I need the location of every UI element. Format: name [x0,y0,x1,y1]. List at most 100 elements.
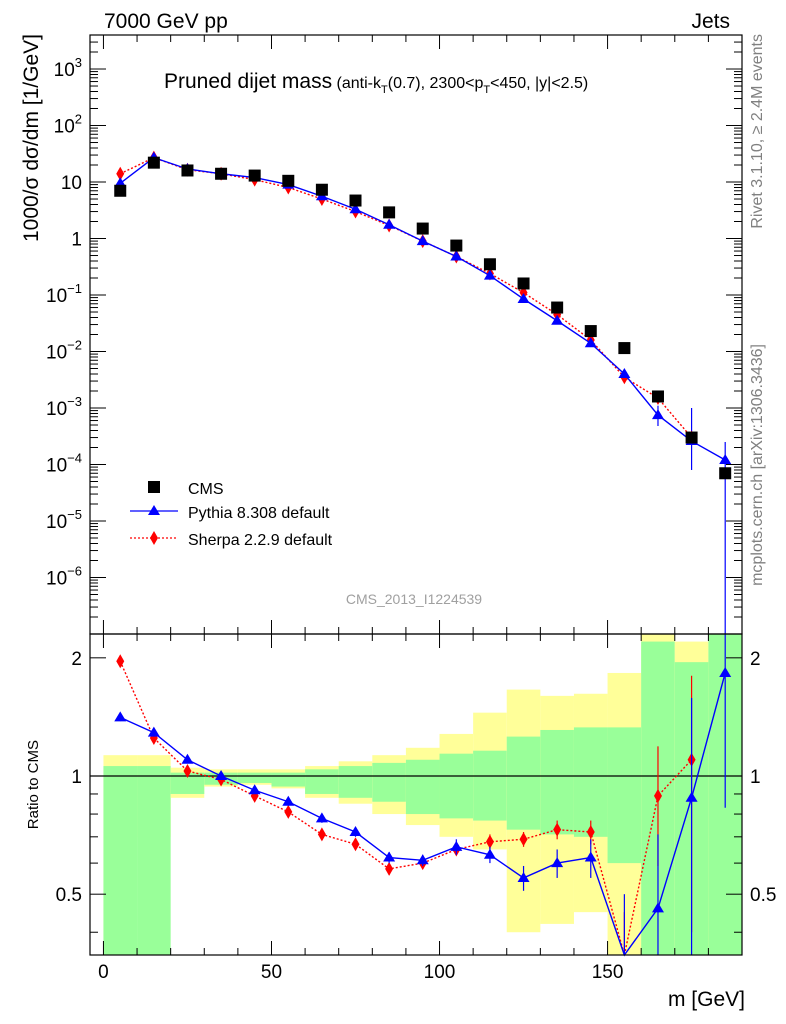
cms-point [483,258,496,271]
y-tick-label-exponent: −4 [67,451,82,466]
y-tick-label-base: 10 [46,569,67,590]
y-tick-label: 10 [61,173,82,194]
x-tick-label: 100 [424,962,456,983]
legend-label-sherpa: Sherpa 2.2.9 default [188,532,333,549]
ratio-tick-label-right: 2 [750,649,761,670]
ratio-band-inner [439,753,474,819]
y-tick-label: 103 [54,55,82,81]
pythia-point [584,337,597,348]
chart-title-main: Pruned dijet mass [164,70,332,93]
pythia-ratio-point [349,826,362,837]
pythia-line [119,156,726,461]
pythia-point [450,250,463,261]
cms-point [215,167,228,180]
x-axis-label: m [GeV] [668,988,745,1011]
legend: CMS Pythia 8.308 default Sherpa 2.2.9 de… [130,481,333,549]
sherpa-ratio-point [116,654,125,669]
y-tick-label: 10−5 [46,507,82,533]
y-axis-label: 1000/σ dσ/dm [1/GeV] [20,34,43,242]
ratio-band-inner [271,772,306,787]
ratio-y-axis-label: Ratio to CMS [25,740,42,829]
cms-point [618,342,631,355]
y-tick-label-exponent: −6 [67,564,82,579]
y-tick-label: 10−2 [46,338,82,364]
rivet-label: Rivet 3.1.10, ≥ 2.4M events [749,34,766,229]
cms-point [584,325,597,338]
chart-title-suffix: (anti-kT(0.7), 2300<pT<450, |y|<2.5) [337,75,589,96]
ratio-tick-label-right: 1 [750,767,761,788]
pythia-ratio-point [215,770,228,781]
y-tick-label-base: 10 [54,117,75,138]
sherpa-ratio-point [183,763,192,778]
ratio-tick-label-left: 0.5 [56,885,82,906]
ratio-band-inner [473,750,507,821]
ratio-band-inner [103,766,138,955]
cms-point [685,431,698,444]
y-tick-label: 102 [54,112,82,138]
title-suffix-part: (anti-k [337,75,382,92]
cms-point [114,184,127,197]
cms-point [315,183,328,196]
main-series-layer [114,150,732,634]
y-tick-label-exponent: −3 [67,394,82,409]
ratio-band-inner [540,729,574,835]
cms-point [551,301,564,314]
pythia-ratio-point [685,791,698,802]
pythia-ratio-point [651,902,664,913]
sherpa-ratio-point [586,825,595,840]
y-tick-label: 10−4 [46,451,82,477]
cms-point [651,390,664,403]
pythia-ratio-point [315,812,328,823]
ratio-band-inner [305,769,339,794]
y-tick-label-exponent: 3 [75,55,82,70]
y-tick-label-exponent: −1 [67,281,82,296]
analysis-watermark: CMS_2013_I1224539 [346,591,482,607]
pythia-point [517,292,530,303]
ratio-tick-label-left: 2 [71,649,82,670]
chart-title: Pruned dijet mass (anti-kT(0.7), 2300<pT… [164,70,588,96]
y-tick-label-base: 10 [46,343,67,364]
y-tick-label-base: 10 [46,399,67,420]
legend-marker-pythia [148,505,160,515]
ratio-plot-frame [89,633,743,956]
header-left: 7000 GeV pp [104,10,228,33]
cms-point [248,169,261,182]
y-tick-label-base: 10 [46,512,67,533]
sherpa-point [116,166,125,181]
sherpa-ratio-point [653,788,662,803]
pythia-ratio-point [248,784,261,795]
ratio-band-inner [573,727,608,837]
x-tick-label: 150 [592,962,624,983]
pythia-point [416,235,429,246]
legend-marker-sherpa [150,531,158,545]
pythia-ratio-point [517,871,530,882]
pythia-ratio-point [551,857,564,868]
cms-point [147,156,160,169]
legend-label-cms: CMS [188,481,224,498]
cms-point [282,174,295,187]
y-tick-label-exponent: −2 [67,338,82,353]
pythia-point [551,314,564,325]
y-tick-label: 10−6 [46,564,82,590]
axes-layer: 0 50 100 15010−610−510−410−310−210−11101021… [46,34,776,983]
ratio-band-inner [237,772,272,783]
cms-point [349,194,362,207]
pythia-point [651,409,664,420]
pythia-ratio-point [584,851,597,862]
ratio-tick-label-right: 0.5 [750,885,776,906]
sherpa-ratio-point [519,832,528,847]
sherpa-ratio-point [317,827,326,842]
cms-point [719,467,732,480]
legend-marker-cms [148,481,160,493]
pythia-ratio-point [383,851,396,862]
cms-point [450,239,463,252]
sherpa-ratio-point [553,822,562,837]
ratio-band-inner [506,736,541,830]
cms-point [181,164,194,177]
pythia-point [383,218,396,229]
ratio-band-inner [137,766,171,955]
pythia-ratio-point [416,854,429,865]
sherpa-line [119,156,693,439]
y-tick-label-exponent: −5 [67,507,82,522]
